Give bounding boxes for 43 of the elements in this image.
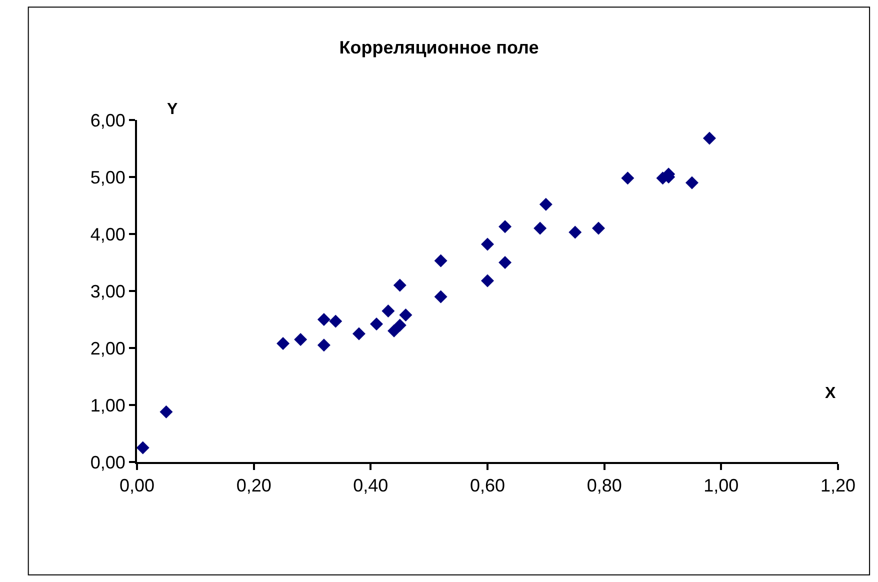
point — [393, 278, 406, 292]
point — [685, 176, 698, 190]
point — [568, 226, 582, 239]
y-tick-label: 6,00 — [90, 110, 126, 130]
point — [294, 332, 308, 346]
point — [434, 290, 448, 304]
x-tick-label: 0,40 — [353, 476, 388, 496]
point — [702, 132, 716, 145]
point — [434, 254, 448, 268]
x-tick-label: 0,00 — [119, 476, 155, 496]
chart-title: Корреляционное поле — [339, 37, 539, 58]
point — [481, 274, 494, 288]
point — [393, 318, 406, 332]
point — [317, 338, 330, 352]
point — [498, 220, 512, 234]
point — [370, 318, 384, 331]
y-tick-label: 4,00 — [90, 224, 126, 244]
y-axis-title: Y — [167, 101, 178, 118]
point — [136, 441, 150, 454]
point — [539, 198, 552, 211]
x-axis-title: X — [825, 385, 836, 402]
x-tick-label: 0,80 — [586, 476, 622, 496]
point — [317, 313, 330, 326]
point — [534, 222, 547, 235]
point — [399, 308, 412, 322]
point — [276, 336, 290, 350]
x-tick-label: 1,20 — [820, 476, 856, 496]
point — [352, 327, 366, 340]
x-tick-label: 0,60 — [470, 476, 506, 496]
point — [382, 304, 395, 318]
y-tick-label: 1,00 — [90, 395, 126, 416]
y-tick-label: 5,00 — [90, 167, 126, 188]
point — [329, 314, 342, 328]
x-tick-label: 0,20 — [236, 476, 272, 496]
y-tick-label: 2,00 — [90, 338, 126, 358]
point — [481, 238, 494, 251]
point — [160, 405, 173, 418]
x-tick-label: 1,00 — [704, 476, 739, 496]
point — [498, 256, 512, 269]
point — [592, 222, 605, 235]
point — [621, 172, 634, 185]
y-tick-label: 3,00 — [90, 281, 126, 302]
y-tick-label: 0,00 — [90, 452, 126, 472]
